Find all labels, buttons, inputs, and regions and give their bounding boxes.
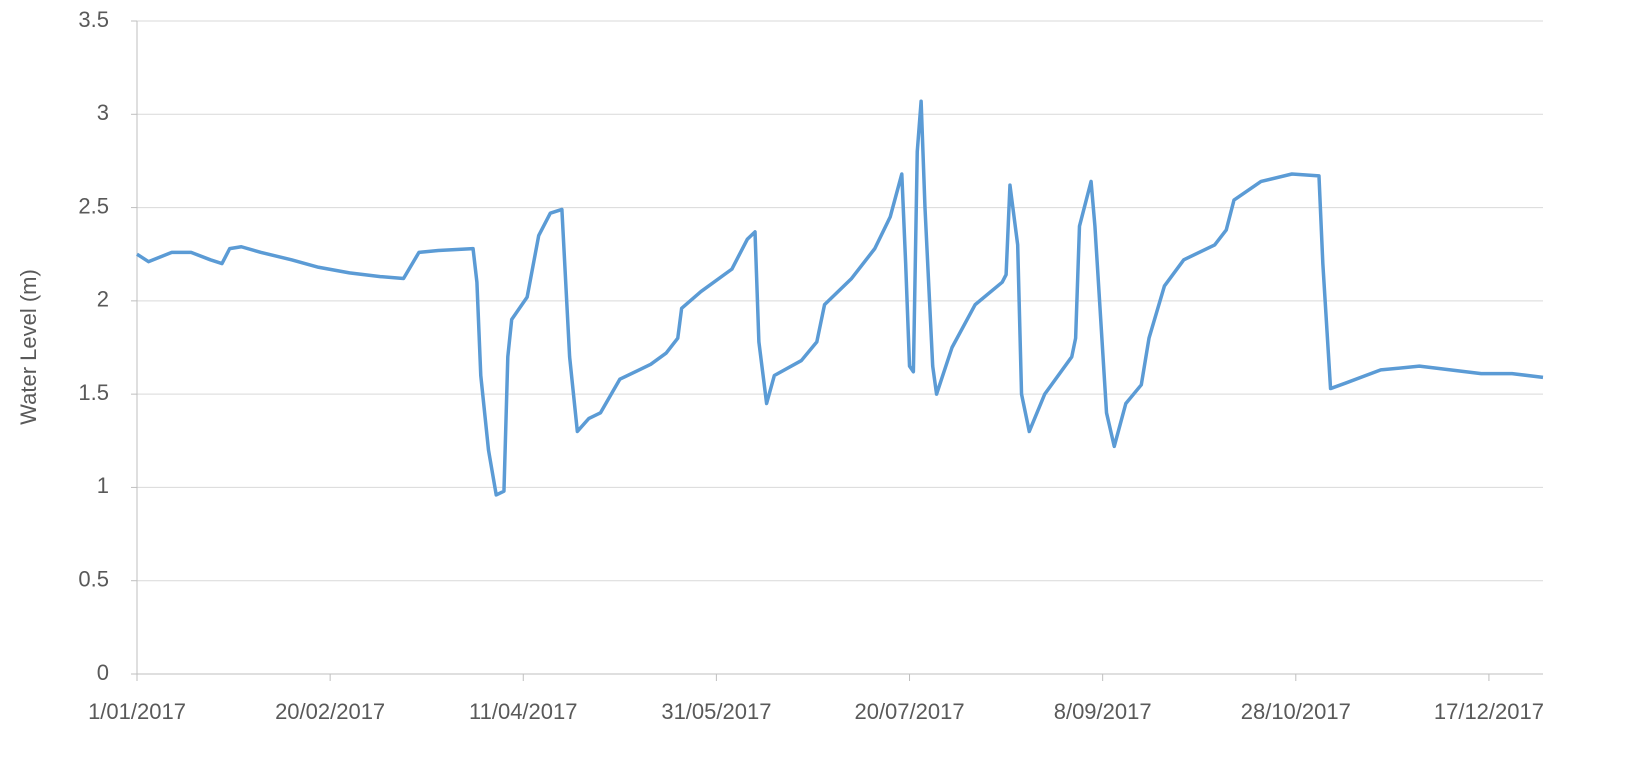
y-tick-label: 3 [97, 100, 109, 125]
x-tick-label: 17/12/2017 [1434, 699, 1544, 724]
y-tick-label: 2 [97, 287, 109, 312]
x-tick-label: 28/10/2017 [1241, 699, 1351, 724]
y-axis-title: Water Level (m) [16, 269, 41, 425]
y-tick-label: 0.5 [78, 567, 109, 592]
y-tick-label: 3.5 [78, 7, 109, 32]
x-tick-label: 8/09/2017 [1054, 699, 1152, 724]
data-line [136, 99, 1544, 497]
x-tick-label: 1/01/2017 [88, 699, 186, 724]
x-tick-label: 20/02/2017 [275, 699, 385, 724]
y-tick-label: 2.5 [78, 193, 109, 218]
y-tick-label: 1 [97, 473, 109, 498]
y-tick-label: 1.5 [78, 380, 109, 405]
x-tick-label: 31/05/2017 [661, 699, 771, 724]
x-tick-label: 20/07/2017 [854, 699, 964, 724]
x-tick-label: 11/04/2017 [469, 699, 577, 724]
y-tick-label: 0 [97, 660, 109, 685]
